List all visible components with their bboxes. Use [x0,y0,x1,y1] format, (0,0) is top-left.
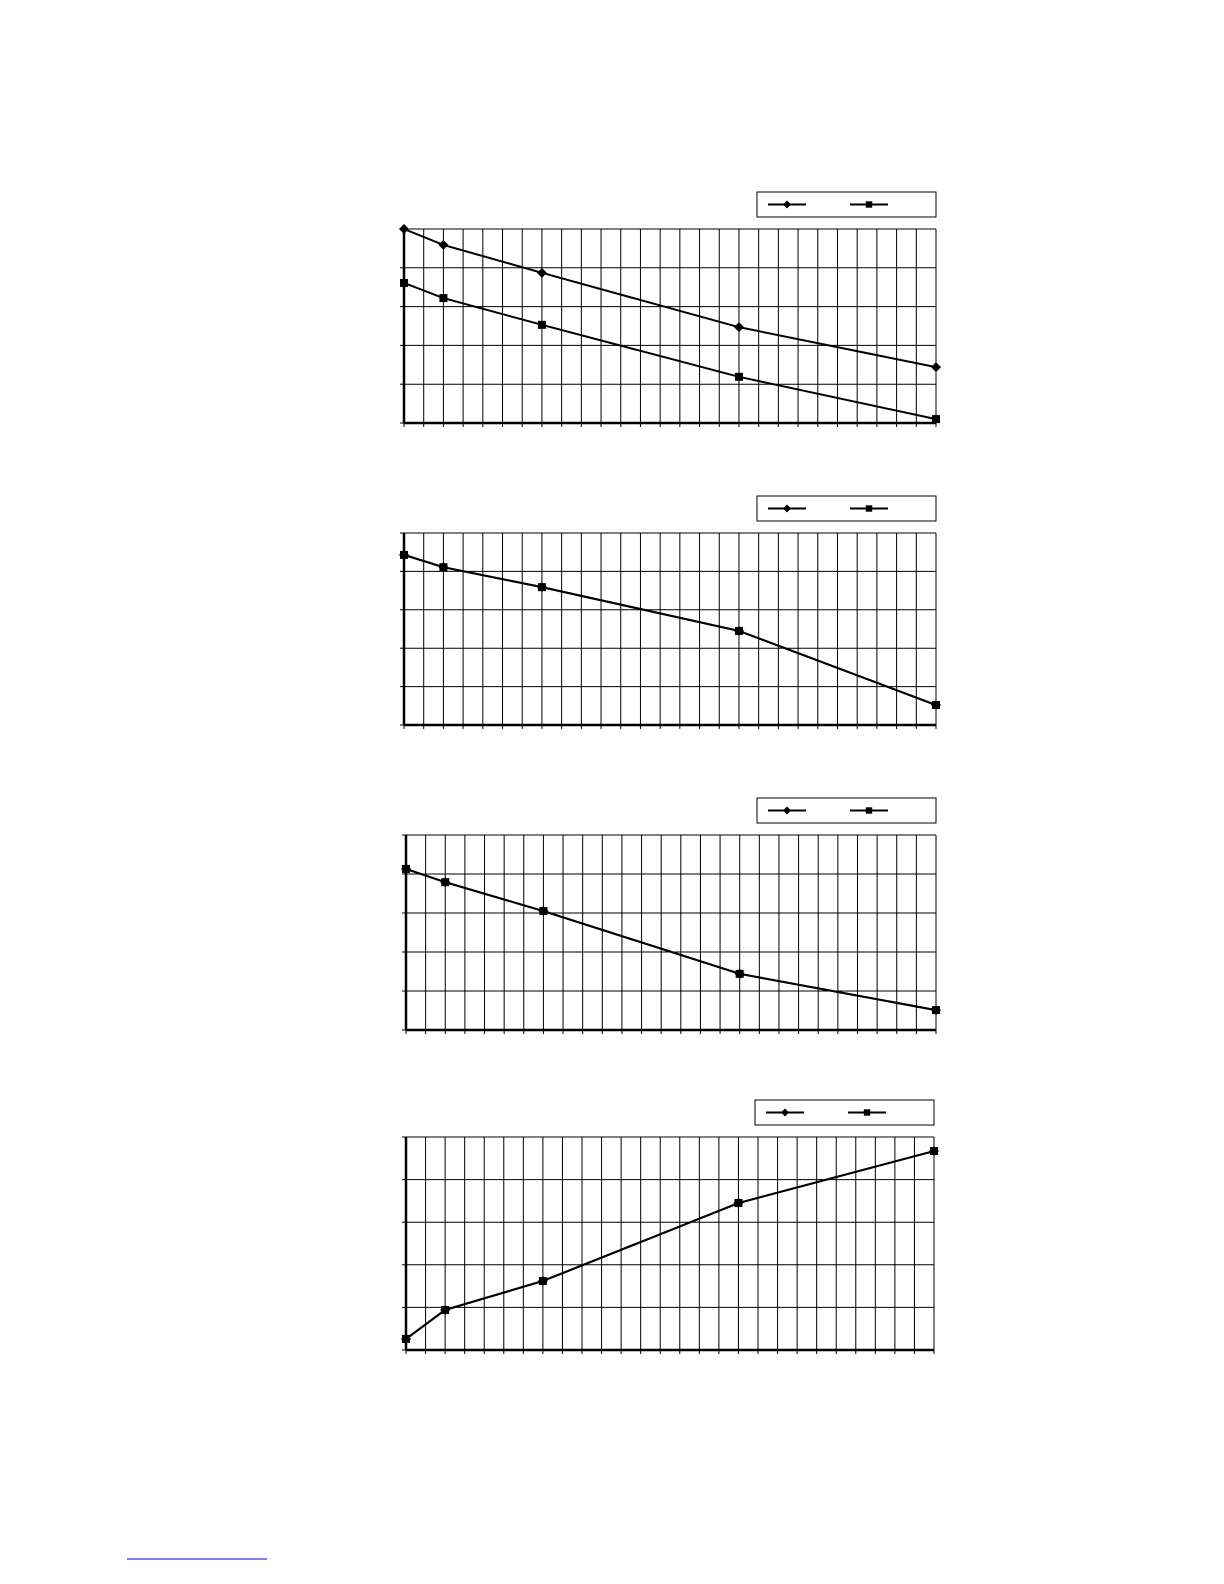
point-marker [402,1334,410,1343]
series-line [403,228,937,369]
point-marker [735,969,744,978]
point-marker [439,294,448,303]
point-marker [734,1199,743,1208]
chart [399,495,941,729]
legend-marker [865,505,873,512]
series-line [403,553,937,706]
point-marker [441,1305,450,1314]
chart [399,191,941,427]
point-marker [932,1006,940,1015]
legend-marker [863,1109,871,1116]
legend-marker [783,504,791,513]
point-marker [734,626,743,635]
point-marker [539,907,548,916]
legend-marker [783,806,791,815]
point-marker [537,320,546,329]
point-marker [733,322,744,333]
point-marker [734,372,743,381]
point-marker [932,415,940,424]
point-marker [536,267,547,278]
point-marker [930,1147,938,1156]
point-marker [400,278,408,287]
legend-marker [865,201,873,208]
series-line [405,867,937,1012]
point-marker [931,362,941,373]
point-marker [441,878,450,887]
point-marker [438,239,449,250]
chart [401,1099,939,1354]
series-line [405,867,937,1012]
point-marker [402,864,410,873]
point-marker [399,224,409,234]
legend-marker [865,807,873,814]
legend-marker [783,200,791,209]
point-marker [439,563,448,572]
point-marker [537,583,546,592]
legend-marker [781,1108,789,1117]
point-marker [932,701,940,710]
chart [401,797,941,1034]
point-marker [400,550,408,559]
point-marker [538,1276,547,1285]
series-line [403,553,937,706]
